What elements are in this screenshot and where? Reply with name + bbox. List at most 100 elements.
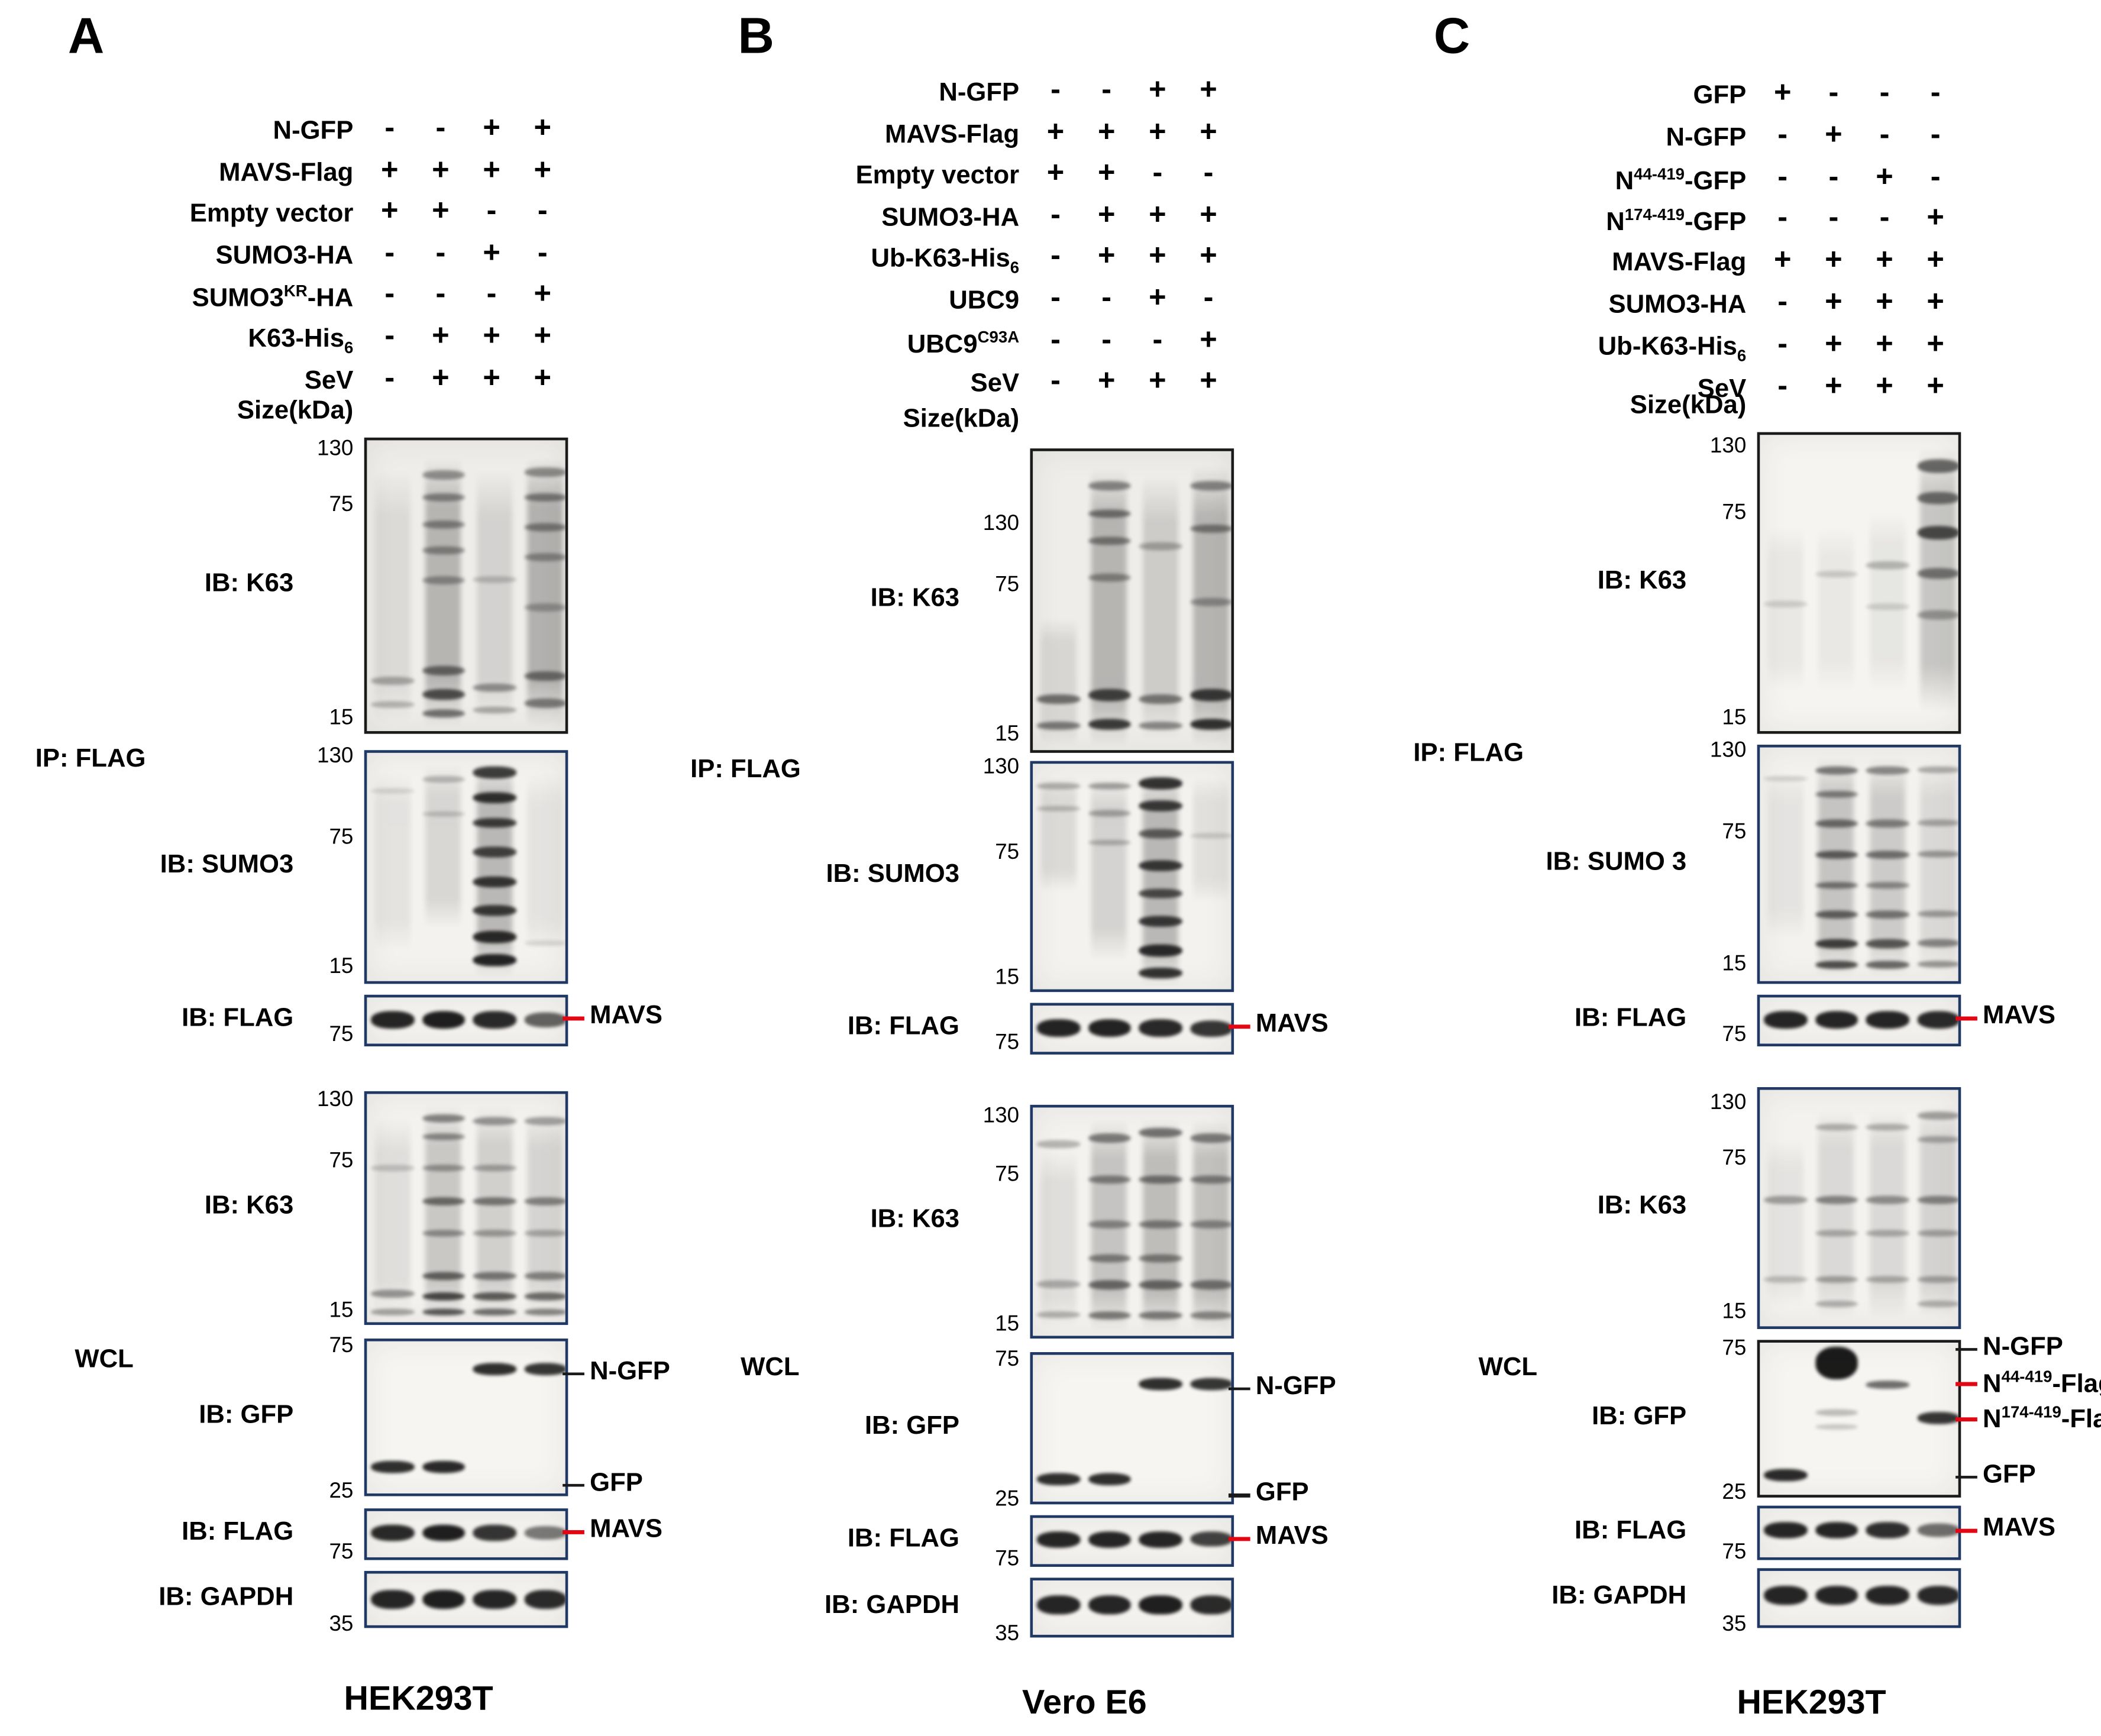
band-annotation: GFP bbox=[590, 1469, 643, 1498]
condition-value: + bbox=[1097, 155, 1116, 189]
smear bbox=[374, 771, 410, 952]
condition-value: + bbox=[1927, 325, 1944, 360]
smear bbox=[1142, 1119, 1178, 1332]
lane bbox=[1862, 997, 1913, 1043]
band bbox=[1036, 1596, 1080, 1615]
band bbox=[1139, 1255, 1182, 1263]
smear bbox=[1767, 525, 1803, 691]
lane bbox=[1862, 1508, 1913, 1557]
lane bbox=[1760, 1508, 1811, 1557]
band bbox=[523, 698, 565, 708]
lane bbox=[1033, 1006, 1084, 1052]
condition-value: + bbox=[1876, 325, 1893, 360]
band bbox=[1764, 776, 1807, 782]
lane bbox=[469, 1341, 520, 1493]
blot-ip-flag bbox=[1030, 1003, 1234, 1055]
band bbox=[1815, 819, 1858, 827]
band bbox=[1916, 910, 1958, 917]
ib-label: IB: SUMO3 bbox=[160, 851, 294, 880]
condition-value: + bbox=[483, 110, 500, 144]
band bbox=[1916, 766, 1958, 774]
lane bbox=[1186, 1355, 1231, 1502]
condition-value: - bbox=[486, 276, 497, 311]
lane bbox=[1186, 1518, 1231, 1564]
condition-label: MAVS-Flag bbox=[884, 120, 1020, 149]
size-marker: 130 bbox=[982, 1104, 1020, 1127]
condition-value: + bbox=[1927, 367, 1944, 402]
lane bbox=[1760, 748, 1811, 981]
size-marker: 130 bbox=[316, 1088, 354, 1112]
band bbox=[1036, 805, 1080, 811]
condition-value: + bbox=[1200, 238, 1217, 273]
blot-wcl-gapdh bbox=[364, 1570, 568, 1628]
lane bbox=[418, 1511, 468, 1557]
condition-value: + bbox=[1825, 117, 1843, 151]
band bbox=[1139, 722, 1182, 730]
blot-ip-flag bbox=[1757, 994, 1961, 1047]
condition-value: + bbox=[1200, 114, 1217, 148]
condition-value: - bbox=[384, 235, 395, 269]
smear bbox=[527, 771, 564, 952]
band-annotation: MAVS bbox=[1983, 1514, 2055, 1543]
marker-tick bbox=[1955, 1016, 1977, 1020]
condition-value: + bbox=[1149, 363, 1166, 397]
ib-label: IB: K63 bbox=[1597, 1191, 1687, 1221]
condition-value: - bbox=[435, 110, 446, 144]
ib-label: IB: K63 bbox=[204, 1191, 294, 1221]
band bbox=[422, 1461, 465, 1473]
band bbox=[1088, 1220, 1131, 1228]
lane bbox=[1134, 1580, 1185, 1635]
band bbox=[1916, 1196, 1958, 1205]
band bbox=[422, 1229, 465, 1237]
band bbox=[1815, 766, 1858, 775]
condition-value: - bbox=[1879, 117, 1890, 151]
band bbox=[1190, 1595, 1231, 1614]
condition-value: + bbox=[483, 359, 500, 394]
band bbox=[1916, 1111, 1958, 1120]
band bbox=[422, 811, 465, 817]
lane bbox=[1084, 1107, 1134, 1336]
size-marker: 75 bbox=[329, 826, 354, 850]
condition-value: - bbox=[1152, 321, 1163, 356]
band bbox=[523, 671, 565, 681]
condition-label: Ub-K63-His6 bbox=[871, 245, 1020, 278]
size-marker: 15 bbox=[995, 722, 1020, 746]
size-marker: 75 bbox=[1722, 501, 1747, 525]
blot-ip-sumo3 bbox=[1757, 745, 1961, 984]
lane bbox=[1186, 764, 1231, 989]
lane bbox=[1033, 764, 1084, 989]
condition-value: - bbox=[1050, 363, 1061, 397]
condition-label: GFP bbox=[1693, 81, 1747, 111]
band bbox=[1815, 910, 1858, 919]
lane bbox=[1084, 1006, 1134, 1052]
wcl-label: WCL bbox=[1478, 1353, 1538, 1382]
lane bbox=[520, 1511, 565, 1557]
lane bbox=[1811, 1090, 1861, 1327]
condition-value: + bbox=[483, 151, 500, 186]
band bbox=[1916, 1276, 1958, 1283]
band bbox=[523, 1271, 565, 1280]
lane bbox=[1134, 451, 1185, 750]
lane bbox=[1913, 1343, 1958, 1495]
band bbox=[1088, 573, 1131, 581]
band bbox=[1139, 1311, 1182, 1320]
ib-label: IB: SUMO3 bbox=[826, 860, 960, 889]
condition-value: - bbox=[1879, 200, 1890, 235]
band bbox=[1036, 1531, 1080, 1547]
size-marker: 35 bbox=[995, 1622, 1020, 1646]
lane bbox=[469, 1094, 520, 1322]
ib-label: IB: GFP bbox=[864, 1412, 960, 1441]
condition-value: - bbox=[1777, 158, 1788, 193]
band bbox=[1866, 561, 1909, 570]
band bbox=[523, 552, 565, 561]
blot-wcl-k63 bbox=[364, 1091, 568, 1326]
condition-label: SUMO3KR-HA bbox=[192, 282, 354, 314]
band bbox=[1815, 570, 1858, 578]
band bbox=[1916, 960, 1958, 967]
band bbox=[422, 1197, 465, 1205]
band bbox=[1036, 1473, 1080, 1486]
panel-letter: C bbox=[1433, 8, 1470, 64]
ib-label: IB: FLAG bbox=[847, 1012, 960, 1041]
marker-tick bbox=[1955, 1528, 1977, 1533]
